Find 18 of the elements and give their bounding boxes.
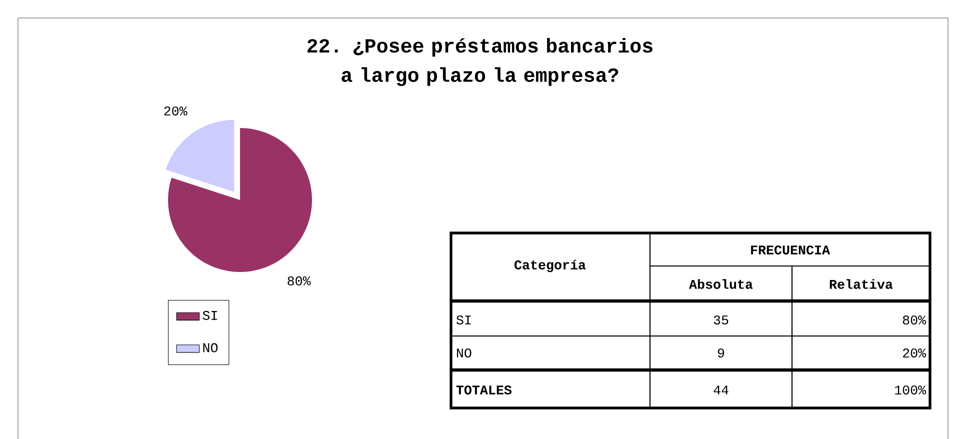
text: FRECUENCIA (751, 245, 830, 254)
category-label: SI (456, 315, 471, 324)
data-label: 20% (164, 106, 188, 116)
data-label: 80% (288, 276, 311, 286)
text: Categoría (514, 260, 586, 272)
text: 100% (895, 385, 926, 394)
text: Absoluta (689, 278, 753, 289)
text: 44 (714, 385, 728, 394)
text: 9 (718, 348, 724, 358)
legend-label: SI (202, 310, 217, 320)
text: 80% (902, 315, 926, 324)
text: 22. ¿Posee préstamos bancarios a largo plazo la empresa? (308, 38, 652, 86)
text: TOTALES (456, 385, 512, 394)
text: 20% (903, 348, 926, 358)
text: Relativa (830, 278, 893, 289)
category-label: NO (456, 348, 472, 358)
text: 35 (714, 315, 728, 324)
legend-label: NO (203, 342, 218, 352)
